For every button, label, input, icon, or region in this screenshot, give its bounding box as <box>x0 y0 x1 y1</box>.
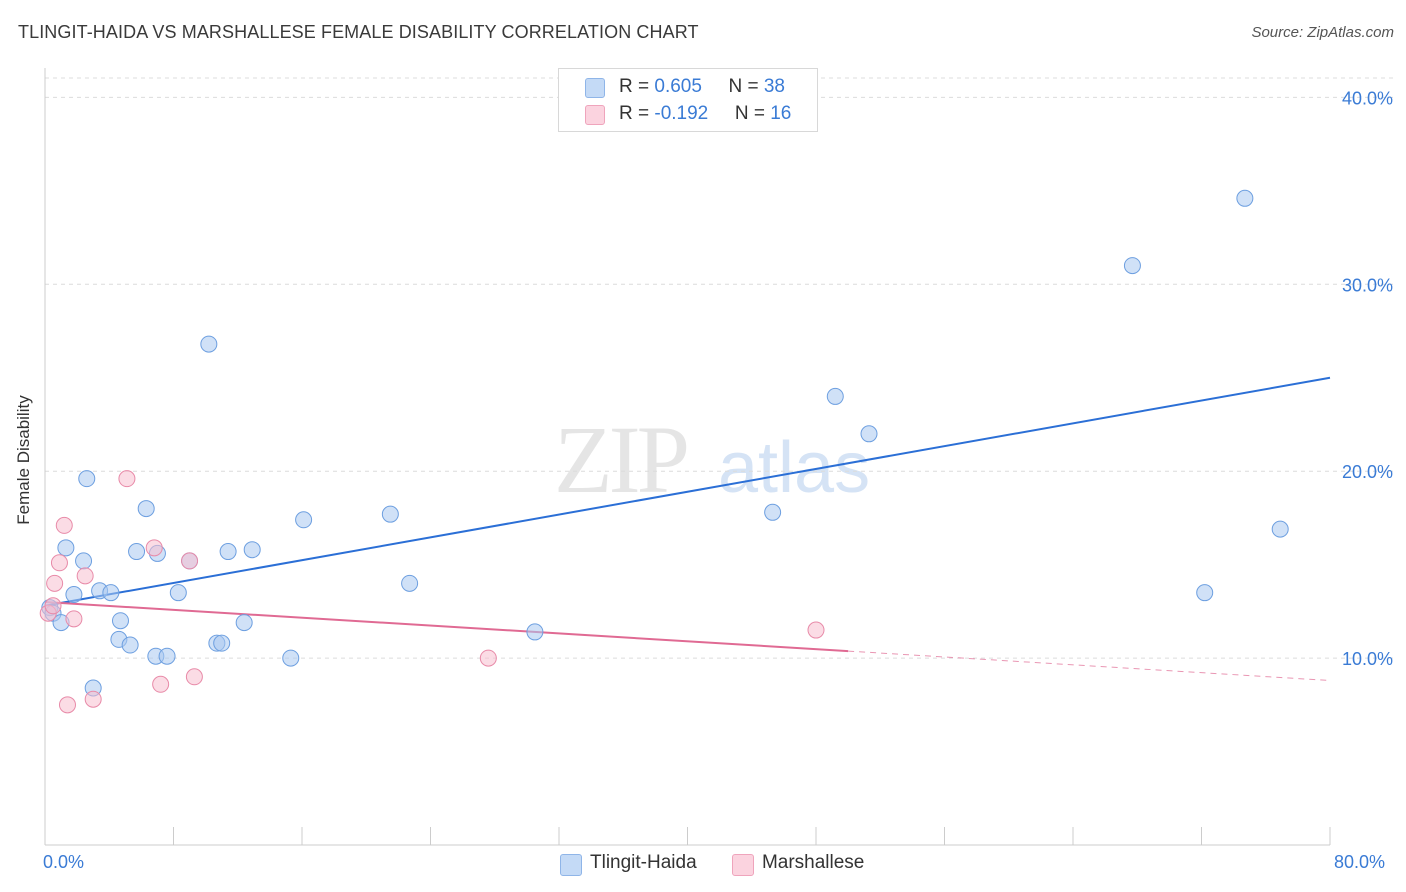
point-tlingit-haida <box>57 539 75 557</box>
y-tick-label: 20.0% <box>1342 462 1393 482</box>
point-marshallese <box>65 610 83 628</box>
point-tlingit-haida <box>1196 584 1214 602</box>
point-marshallese <box>118 470 136 488</box>
legend-swatch-pink <box>585 105 605 125</box>
point-tlingit-haida <box>282 649 300 667</box>
point-tlingit-haida <box>158 647 176 665</box>
legend-n-label: N = <box>734 103 771 124</box>
point-tlingit-haida <box>235 614 253 632</box>
chart-title: TLINGIT-HAIDA VS MARSHALLESE FEMALE DISA… <box>18 22 699 42</box>
zipatlas-watermark: ZIP atlas <box>554 406 870 513</box>
point-tlingit-haida <box>65 586 83 604</box>
legend-swatch-blue <box>560 854 582 876</box>
svg-text:ZIP: ZIP <box>554 406 687 513</box>
point-tlingit-haida <box>200 335 218 353</box>
y-tick-label: 10.0% <box>1342 649 1393 669</box>
y-tick-label: 30.0% <box>1342 275 1393 295</box>
legend-swatch-pink <box>731 854 754 876</box>
trendline-marshallese <box>44 601 849 653</box>
point-marshallese <box>185 668 203 686</box>
point-marshallese <box>55 516 73 534</box>
legend-n-label: N = <box>728 76 764 97</box>
trendline-marshallese-extension <box>848 650 1331 682</box>
point-tlingit-haida <box>764 503 782 521</box>
point-tlingit-haida <box>401 574 419 592</box>
point-tlingit-haida <box>128 543 146 561</box>
point-tlingit-haida <box>137 500 155 518</box>
point-marshallese <box>145 539 163 557</box>
point-tlingit-haida <box>111 612 129 630</box>
point-marshallese <box>46 574 64 592</box>
point-tlingit-haida <box>121 636 139 654</box>
x-tick-max: 80.0% <box>1334 852 1386 872</box>
legend-item-marshallese: Marshallese <box>731 852 865 876</box>
point-tlingit-haida <box>75 552 93 570</box>
legend-r-value: 0.605 <box>654 76 702 97</box>
point-tlingit-haida <box>381 505 399 523</box>
point-marshallese <box>181 552 199 570</box>
legend-item-tlingit-haida: Tlingit-Haida <box>560 852 697 876</box>
point-tlingit-haida <box>295 511 313 529</box>
svg-text:atlas: atlas <box>718 428 870 508</box>
point-tlingit-haida <box>102 584 120 602</box>
point-marshallese <box>152 675 170 693</box>
legend-label-marshallese: Marshallese <box>761 852 865 873</box>
legend-n-value: 38 <box>763 76 785 97</box>
source-label: Source: ZipAtlas.com <box>1251 24 1394 41</box>
point-marshallese <box>84 690 102 708</box>
legend-n-value: 16 <box>770 103 792 124</box>
point-tlingit-haida <box>1236 189 1254 207</box>
series-legend: Tlingit-Haida Marshallese <box>560 852 894 876</box>
legend-label-tlingit-haida: Tlingit-Haida <box>590 852 697 873</box>
point-tlingit-haida <box>78 470 96 488</box>
point-tlingit-haida <box>1123 257 1141 275</box>
point-marshallese <box>58 696 76 714</box>
point-tlingit-haida <box>860 425 878 443</box>
trendline-tlingit-haida <box>44 376 1331 607</box>
point-tlingit-haida <box>219 543 237 561</box>
point-marshallese <box>76 567 94 585</box>
legend-r-label: R = <box>619 76 655 97</box>
point-marshallese <box>479 649 497 667</box>
point-tlingit-haida <box>213 634 231 652</box>
x-tick-min: 0.0% <box>43 852 85 872</box>
point-marshallese <box>50 554 68 572</box>
point-tlingit-haida <box>169 584 187 602</box>
legend-r-value: -0.192 <box>654 103 709 124</box>
point-tlingit-haida <box>243 541 261 559</box>
point-marshallese <box>44 597 62 615</box>
point-tlingit-haida <box>826 387 844 405</box>
legend-swatch-blue <box>585 78 605 98</box>
legend-r-label: R = <box>619 103 655 124</box>
correlation-legend: R = 0.605 N = 38 R = -0.192 N = 16 <box>558 68 818 132</box>
y-tick-label: 40.0% <box>1342 88 1393 108</box>
point-tlingit-haida <box>1271 520 1289 538</box>
point-tlingit-haida <box>526 623 544 641</box>
point-marshallese <box>807 621 825 639</box>
